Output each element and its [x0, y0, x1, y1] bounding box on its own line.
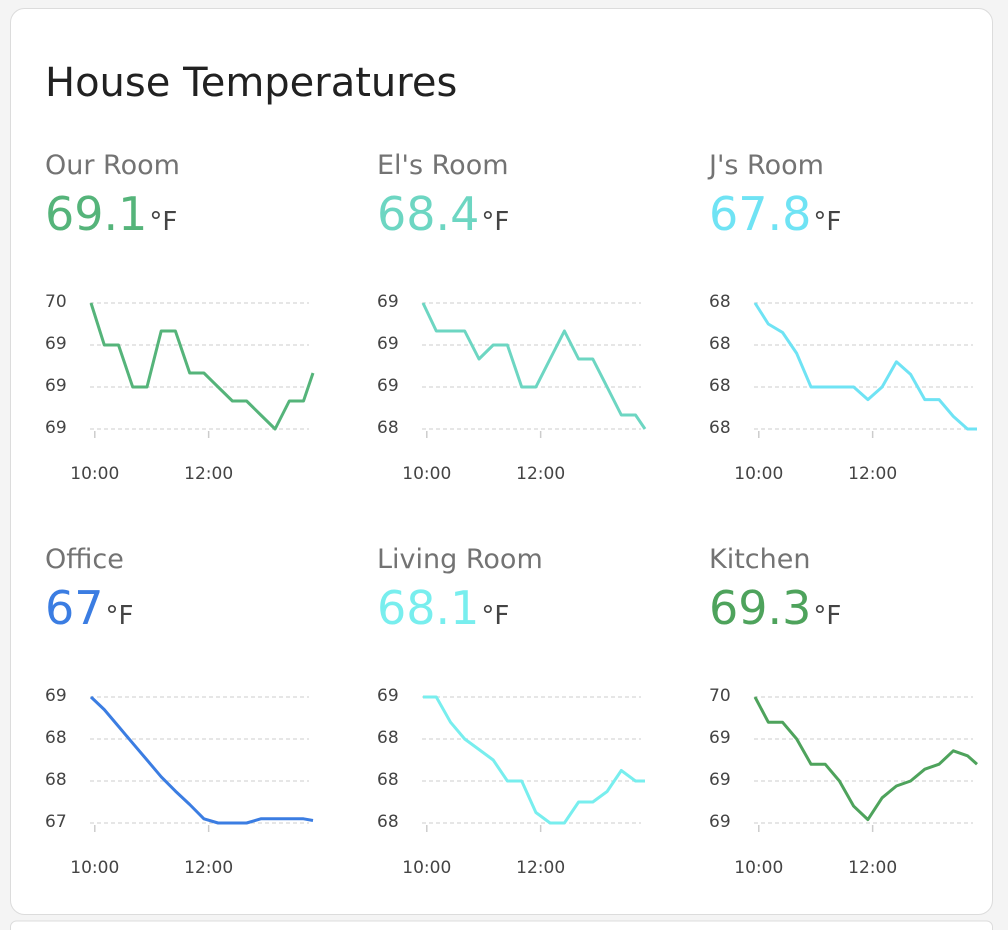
card: [10, 8, 993, 915]
unit: °F: [106, 601, 134, 631]
y-tick-label: 68: [377, 728, 399, 748]
x-tick-label: 10:00: [402, 858, 451, 878]
y-tick-label: 69: [45, 418, 67, 438]
temperature-line: [423, 695, 645, 825]
unit: °F: [481, 601, 509, 631]
y-tick-label: 68: [45, 770, 67, 790]
x-tick-label: 12:00: [184, 464, 233, 484]
sensor-value: 69.3°F: [709, 581, 841, 635]
y-tick-label: 69: [709, 812, 731, 832]
value: 67: [45, 581, 104, 635]
sensor-name: Office: [45, 544, 124, 575]
x-tick-label: 12:00: [516, 464, 565, 484]
value: 68.1: [377, 581, 479, 635]
next-card: [10, 920, 993, 930]
y-tick-label: 70: [709, 686, 731, 706]
y-tick-label: 69: [45, 334, 67, 354]
unit: °F: [813, 207, 841, 237]
y-tick-label: 69: [45, 686, 67, 706]
value: 67.8: [709, 187, 811, 241]
sensor-value: 67°F: [45, 581, 134, 635]
x-tick-label: 10:00: [402, 464, 451, 484]
temperature-line: [89, 302, 315, 431]
y-tick-label: 68: [45, 728, 67, 748]
sensor-name: J's Room: [707, 150, 824, 181]
unit: °F: [149, 207, 177, 237]
x-tick-label: 10:00: [734, 858, 783, 878]
sensor-value: 68.1°F: [377, 581, 509, 635]
y-tick-label: 67: [45, 812, 67, 832]
x-tick-label: 12:00: [848, 858, 897, 878]
card-title: House Temperatures: [45, 60, 457, 106]
sensor-value: 69.1°F: [45, 187, 177, 241]
y-tick-label: 69: [377, 686, 399, 706]
unit: °F: [813, 601, 841, 631]
y-tick-label: 69: [709, 770, 731, 790]
y-tick-label: 68: [709, 418, 731, 438]
value: 68.4: [377, 187, 479, 241]
sensor-name: Living Room: [377, 544, 543, 575]
y-tick-label: 69: [377, 334, 399, 354]
y-tick-label: 68: [709, 376, 731, 396]
sensor-name: Our Room: [45, 150, 180, 181]
y-tick-label: 68: [377, 812, 399, 832]
x-tick-label: 12:00: [184, 858, 233, 878]
temperature-line: [89, 695, 314, 825]
temperature-line: [421, 302, 647, 430]
unit: °F: [481, 207, 509, 237]
x-tick-label: 12:00: [848, 464, 897, 484]
temperature-line: [753, 696, 978, 822]
x-tick-label: 10:00: [70, 858, 119, 878]
temperature-line: [753, 302, 977, 431]
y-tick-label: 69: [709, 728, 731, 748]
x-tick-label: 12:00: [516, 858, 565, 878]
y-tick-label: 69: [377, 376, 399, 396]
y-tick-label: 68: [709, 334, 731, 354]
sensor-value: 67.8°F: [709, 187, 841, 241]
sensor-value: 68.4°F: [377, 187, 509, 241]
y-tick-label: 69: [377, 292, 399, 312]
y-tick-label: 68: [377, 770, 399, 790]
x-tick-label: 10:00: [70, 464, 119, 484]
value: 69.1: [45, 187, 147, 241]
sensor-name: El's Room: [377, 150, 509, 181]
y-tick-label: 68: [377, 418, 399, 438]
y-tick-label: 69: [45, 376, 67, 396]
y-tick-label: 68: [709, 292, 731, 312]
sensor-name: Kitchen: [709, 544, 810, 575]
y-tick-label: 70: [45, 292, 67, 312]
value: 69.3: [709, 581, 811, 635]
x-tick-label: 10:00: [734, 464, 783, 484]
